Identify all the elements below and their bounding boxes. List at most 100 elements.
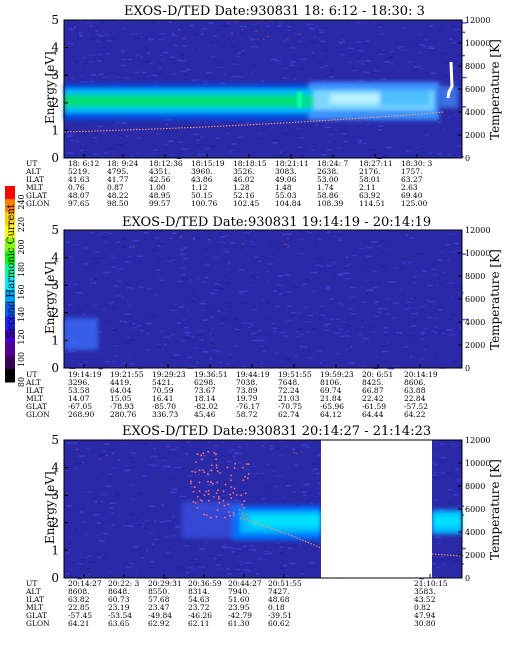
y-tick-label: 3: [51, 278, 59, 292]
table-cell: 54.63: [188, 595, 210, 604]
table-cell: 5219.: [68, 167, 89, 176]
table-row-label: MLT: [26, 603, 43, 612]
table-cell: 42.56: [149, 175, 171, 184]
table-cell: 61.30: [228, 619, 250, 628]
table-cell: 20:14:19: [404, 370, 438, 379]
table-cell: 1.28: [233, 183, 250, 192]
table-cell: 47.94: [414, 611, 436, 620]
table-cell: 20:44:27: [228, 579, 262, 588]
panel-1-ylabel: Energy [eV]: [43, 51, 57, 124]
table-cell: 22.42: [362, 394, 384, 403]
table-row-label: ILAT: [26, 175, 44, 184]
colorbar-swatch: [5, 264, 15, 278]
table-cell: 114.51: [359, 199, 385, 208]
table-cell: 16.41: [152, 394, 173, 403]
colorbar-swatch: [5, 212, 15, 226]
table-cell: 20: 6:51: [362, 370, 393, 379]
table-cell: 41.77: [107, 175, 129, 184]
table-cell: 49.06: [275, 175, 297, 184]
colorbar-swatch: [5, 329, 15, 344]
table-cell: 5421.: [152, 378, 173, 387]
table-cell: 48.68: [268, 595, 290, 604]
panel-3-ylabel: Energy [eV]: [43, 471, 57, 544]
table-cell: 58.86: [317, 191, 339, 200]
colorbar-tick: 80: [17, 377, 26, 387]
table-cell: 18:12:36: [149, 159, 183, 168]
y2-tick-label: 12000: [465, 16, 490, 25]
table-cell: -39.51: [268, 611, 292, 620]
colorbar-swatch: [5, 251, 15, 265]
panel-1: EXOS-D/TED Date:930831 18: 6:12 - 18:30:…: [25, 4, 502, 208]
table-cell: 4795.: [107, 167, 128, 176]
table-cell: 19:14:19: [68, 370, 102, 379]
table-cell: 19:59:23: [320, 370, 354, 379]
table-cell: 2638.: [317, 167, 338, 176]
table-row-label: ALT: [25, 167, 41, 176]
table-cell: 60.62: [268, 619, 290, 628]
y-tick-label: 4: [51, 461, 59, 475]
table-row-label: GLAT: [26, 402, 47, 411]
table-cell: 46.02: [233, 175, 255, 184]
table-cell: 2.63: [401, 183, 418, 192]
table-cell: 18:24: 7: [317, 159, 349, 168]
table-cell: 7427.: [268, 587, 289, 596]
table-cell: 268.90: [68, 410, 94, 419]
table-cell: 62.11: [188, 619, 209, 628]
table-cell: 18:27:11: [359, 159, 393, 168]
table-cell: 23.72: [188, 603, 210, 612]
table-cell: 53.00: [317, 175, 339, 184]
panel-2-plot-area: [64, 230, 462, 368]
table-cell: 20:51:55: [268, 579, 302, 588]
table-cell: 64.12: [320, 410, 342, 419]
y2-tick-label: 6000: [465, 505, 485, 514]
y-tick-label: 5: [51, 433, 59, 447]
table-cell: 63.92: [359, 191, 381, 200]
table-cell: 58.72: [236, 410, 258, 419]
panel-1-band-spike: [297, 92, 302, 108]
colorbar-swatch: [5, 238, 15, 252]
table-cell: 3083.: [275, 167, 296, 176]
y-tick-label: 5: [51, 223, 59, 237]
table-cell: -70.75: [278, 402, 302, 411]
table-row-label: UT: [26, 370, 37, 379]
table-cell: 4419.: [110, 378, 131, 387]
colorbar-swatch: [5, 225, 15, 239]
colorbar-tick: 120: [17, 329, 26, 344]
y-tick-label: 2: [51, 96, 59, 110]
colorbar-tick: 100: [17, 352, 26, 367]
y2-tick-label: 2000: [465, 131, 485, 140]
table-cell: 55.03: [275, 191, 297, 200]
table-cell: 8606.: [404, 378, 425, 387]
table-cell: 0.82: [414, 603, 431, 612]
colorbar-tick: 240: [17, 194, 26, 209]
panel-2-title: EXOS-D/TED Date:930831 19:14:19 - 20:14:…: [122, 215, 431, 230]
table-cell: 98.50: [107, 199, 129, 208]
table-cell: 19:44:19: [236, 370, 270, 379]
colorbar-label: Second Harmonic Current: [6, 204, 17, 338]
y-tick-label: 4: [51, 251, 59, 265]
table-cell: 2176.: [359, 167, 380, 176]
panel-3-scatter-dots: [190, 450, 250, 519]
table-row-label: ILAT: [26, 595, 44, 604]
table-cell: 1.12: [191, 183, 208, 192]
y-tick-label: 2: [51, 306, 59, 320]
table-cell: -82.02: [194, 402, 218, 411]
table-cell: 15.05: [110, 394, 132, 403]
table-row-label: UT: [26, 159, 37, 168]
table-cell: 7648.: [278, 378, 299, 387]
table-cell: -61.59: [362, 402, 386, 411]
colorbar-swatch: [5, 277, 15, 292]
y2-tick-label: 8000: [465, 272, 485, 281]
table-cell: 99.57: [149, 199, 171, 208]
y-tick-label: 2: [51, 516, 59, 530]
y-tick-label: 1: [51, 333, 59, 347]
table-cell: 19:36:51: [194, 370, 228, 379]
table-cell: 53.58: [68, 386, 90, 395]
table-cell: -78.93: [110, 402, 134, 411]
table-cell: 51.60: [228, 595, 250, 604]
table-cell: 14.07: [68, 394, 90, 403]
table-cell: 50.15: [191, 191, 213, 200]
table-row-label: GLAT: [26, 191, 47, 200]
